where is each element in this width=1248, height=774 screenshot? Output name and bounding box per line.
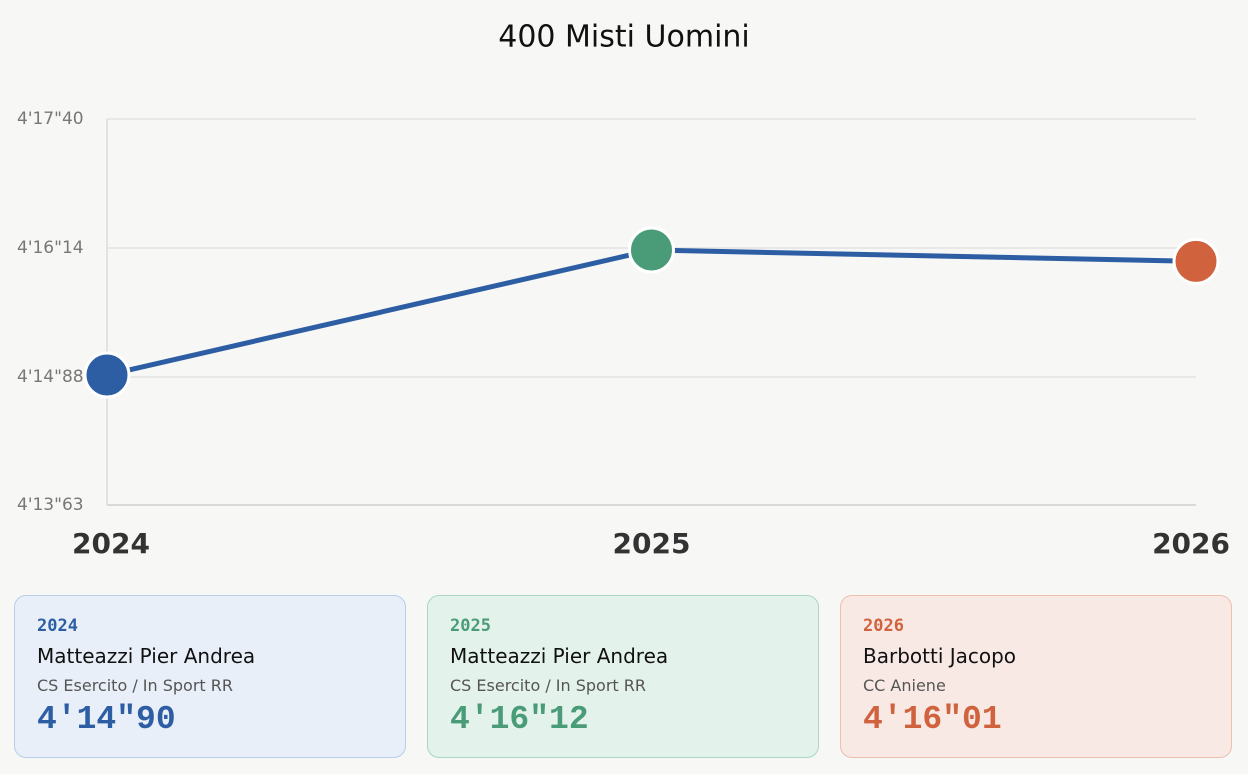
time: 4'14"90	[37, 701, 176, 738]
x-tick-label: 2024	[72, 527, 150, 560]
club: CS Esercito / In Sport RR	[37, 676, 234, 695]
chart-title: 400 Misti Uomini	[498, 20, 750, 55]
x-tick-label: 2025	[613, 527, 691, 560]
point	[1172, 237, 1220, 285]
athlete-name: Matteazzi Pier Andrea	[37, 644, 256, 668]
card-year: 2024	[37, 616, 78, 636]
time: 4'16"01	[863, 701, 1002, 738]
club: CS Esercito / In Sport RR	[450, 676, 647, 695]
athlete-name: Barbotti Jacopo	[863, 644, 1017, 668]
result-card: 2026 Barbotti Jacopo CC Aniene 4'16"01	[840, 595, 1232, 758]
y-tick-label: 4'16"14	[17, 238, 84, 258]
chart: 400 Misti Uomini 4'13"63 4'14"88 4'16"14 4'…	[17, 20, 1230, 561]
y-tick-label: 4'17"40	[17, 109, 84, 129]
club: CC Aniene	[863, 676, 946, 695]
athlete-name: Matteazzi Pier Andrea	[450, 644, 669, 668]
card-year: 2026	[863, 616, 904, 636]
result-card: 2024 Matteazzi Pier Andrea CS Esercito / I…	[14, 595, 406, 758]
card-year: 2025	[450, 616, 491, 636]
result-card: 2025 Matteazzi Pier Andrea CS Esercito / I…	[427, 595, 819, 758]
y-tick-label: 4'13"63	[17, 495, 84, 515]
x-tick-label: 2026	[1152, 527, 1230, 560]
y-tick-label: 4'14"88	[17, 367, 84, 387]
point	[83, 351, 131, 399]
time: 4'16"12	[450, 701, 589, 738]
point	[628, 226, 675, 274]
